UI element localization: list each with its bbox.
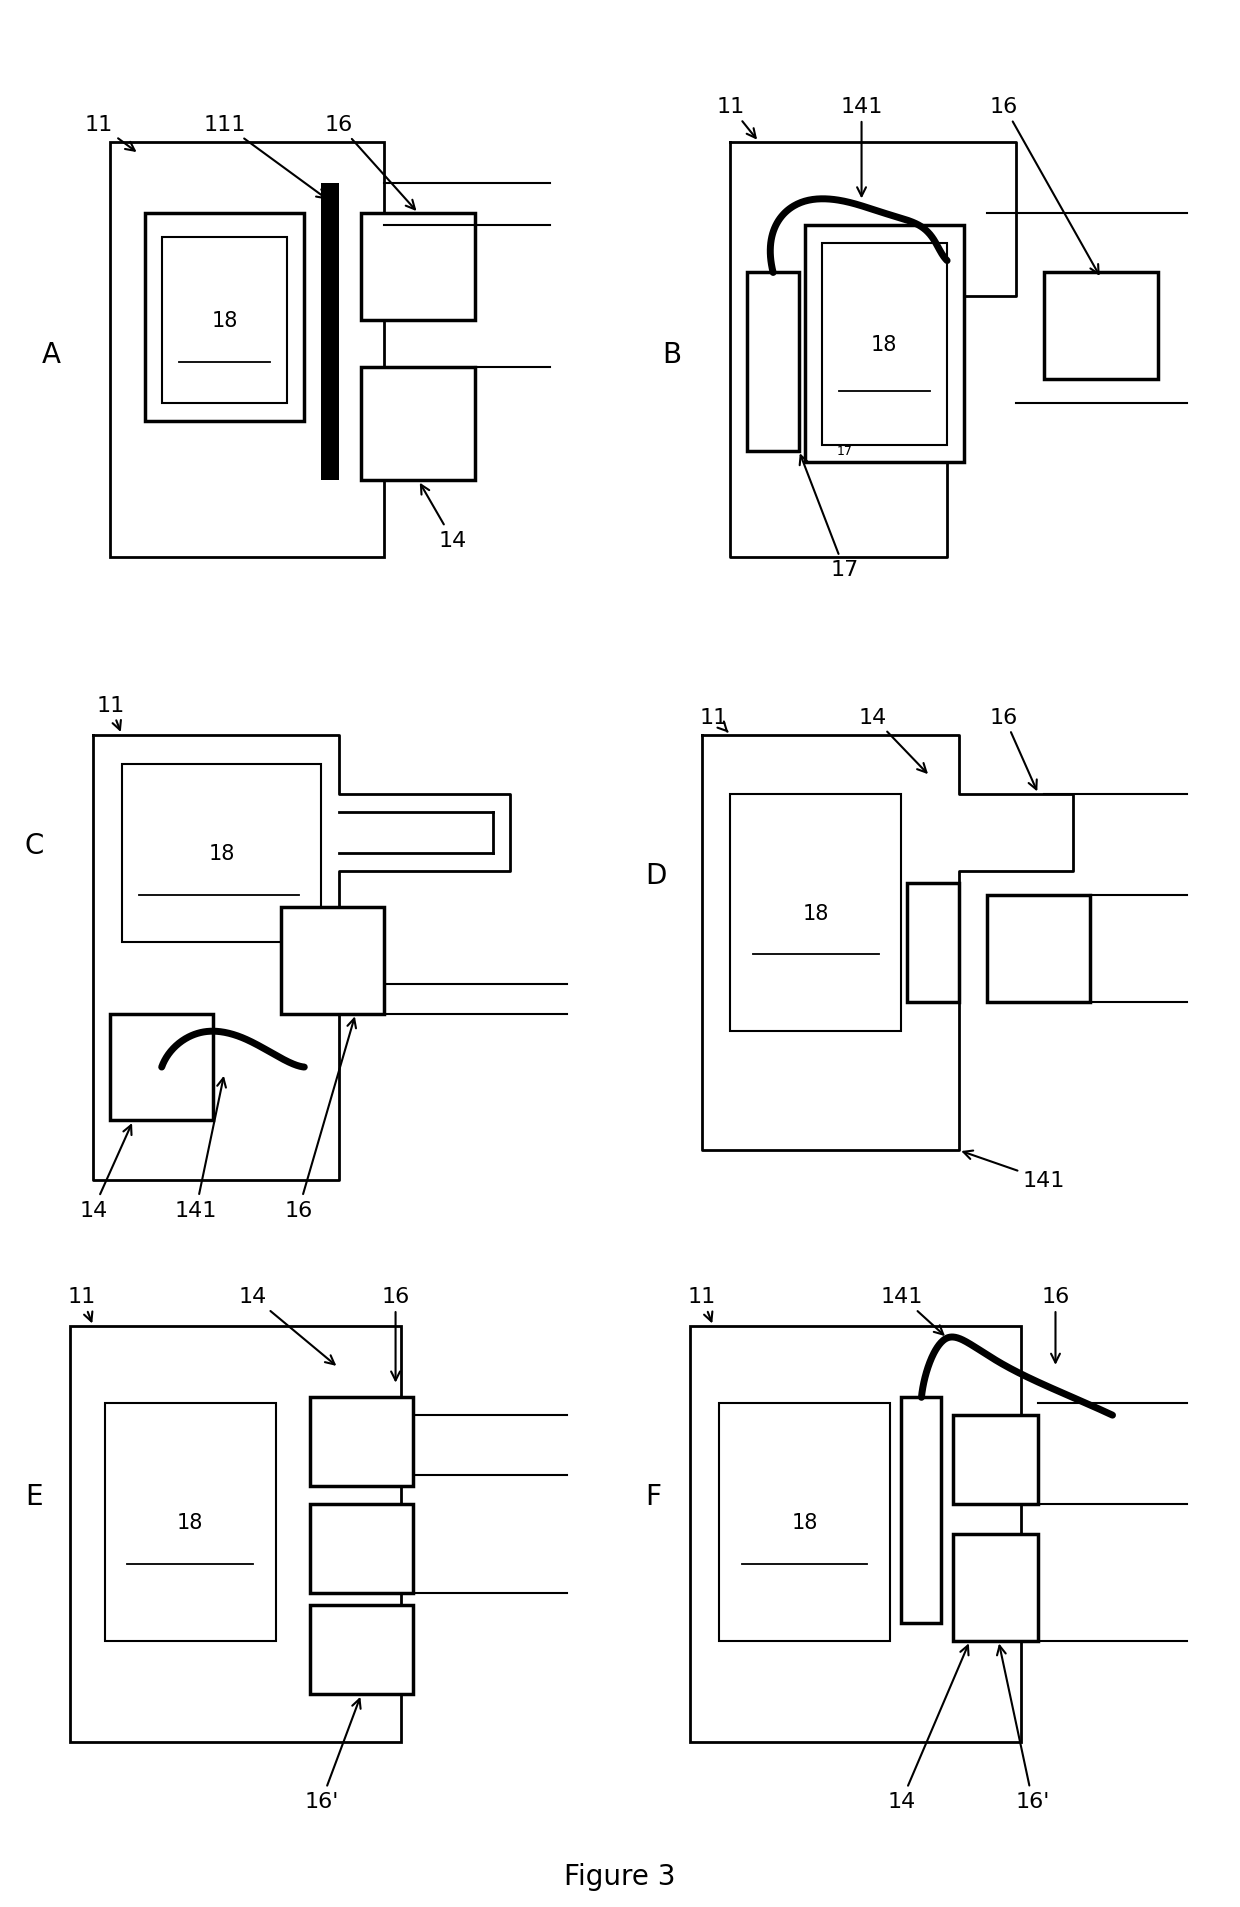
- Bar: [310, 1398, 413, 1487]
- Text: C: C: [25, 831, 45, 860]
- Text: 16': 16': [997, 1646, 1050, 1812]
- Bar: [691, 1327, 1022, 1741]
- Text: Figure 3: Figure 3: [564, 1861, 676, 1890]
- Text: 16: 16: [382, 1287, 409, 1381]
- Bar: [321, 185, 339, 481]
- Text: 18: 18: [872, 334, 898, 355]
- Text: 14: 14: [859, 707, 926, 772]
- Text: 18: 18: [211, 311, 238, 330]
- Text: 17: 17: [800, 456, 858, 580]
- Text: 16: 16: [325, 114, 415, 210]
- Bar: [122, 765, 321, 942]
- Text: 11: 11: [84, 114, 135, 153]
- Bar: [952, 1533, 1038, 1640]
- Bar: [952, 1415, 1038, 1505]
- Text: 11: 11: [68, 1287, 95, 1322]
- Text: 18: 18: [802, 904, 830, 923]
- Bar: [310, 1505, 413, 1594]
- Bar: [104, 1404, 275, 1640]
- Text: A: A: [42, 339, 61, 368]
- Text: 16: 16: [990, 97, 1099, 275]
- Bar: [908, 883, 959, 1003]
- Text: 11: 11: [97, 696, 124, 730]
- Text: 17: 17: [837, 444, 852, 458]
- Text: D: D: [645, 862, 666, 889]
- Bar: [805, 225, 965, 463]
- Bar: [1044, 273, 1158, 379]
- Text: 16: 16: [284, 1018, 356, 1220]
- Bar: [730, 795, 901, 1032]
- Text: 141: 141: [175, 1079, 226, 1220]
- Text: 18: 18: [208, 845, 234, 864]
- Text: 16': 16': [304, 1699, 361, 1812]
- Text: 141: 141: [841, 97, 883, 196]
- Text: 18: 18: [177, 1512, 203, 1531]
- Text: 14: 14: [888, 1646, 968, 1812]
- Text: 14: 14: [420, 486, 466, 551]
- Text: 11: 11: [717, 97, 755, 139]
- Text: 111: 111: [203, 114, 326, 198]
- Bar: [748, 273, 799, 452]
- Text: 11: 11: [699, 707, 728, 732]
- Text: E: E: [25, 1482, 42, 1510]
- Bar: [310, 1606, 413, 1693]
- Text: 18: 18: [791, 1512, 817, 1531]
- Bar: [822, 244, 947, 446]
- Text: 14: 14: [79, 1125, 131, 1220]
- Bar: [145, 214, 304, 421]
- Bar: [281, 908, 384, 1015]
- Bar: [361, 368, 475, 481]
- Bar: [161, 238, 288, 404]
- Text: 16: 16: [990, 707, 1037, 789]
- Text: 141: 141: [963, 1152, 1065, 1190]
- Text: 14: 14: [239, 1287, 335, 1365]
- Bar: [719, 1404, 890, 1640]
- Bar: [901, 1398, 941, 1623]
- Text: 16: 16: [1042, 1287, 1070, 1364]
- Text: 141: 141: [880, 1287, 944, 1335]
- Text: F: F: [645, 1482, 661, 1510]
- Bar: [987, 896, 1090, 1003]
- Bar: [110, 143, 384, 559]
- Bar: [110, 1015, 213, 1121]
- Bar: [71, 1327, 402, 1741]
- Bar: [361, 214, 475, 320]
- Text: 11: 11: [688, 1287, 715, 1322]
- Text: B: B: [662, 339, 681, 368]
